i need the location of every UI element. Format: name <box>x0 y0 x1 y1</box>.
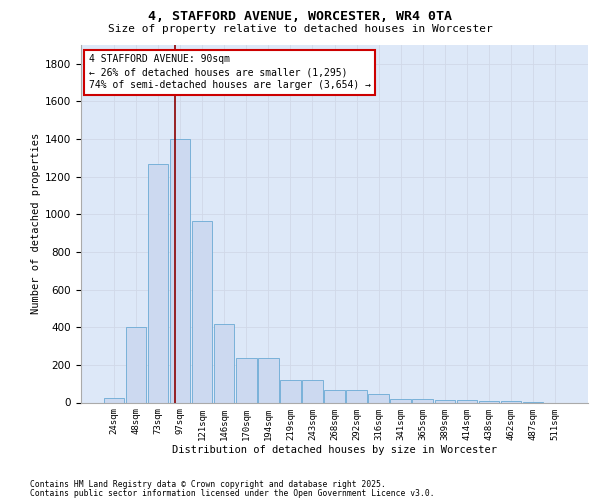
Bar <box>434 400 455 402</box>
Bar <box>391 398 411 402</box>
Bar <box>368 394 389 402</box>
Bar <box>126 327 146 402</box>
Bar <box>280 380 301 402</box>
Bar <box>170 139 190 402</box>
Bar <box>325 390 344 402</box>
Text: 4 STAFFORD AVENUE: 90sqm
← 26% of detached houses are smaller (1,295)
74% of sem: 4 STAFFORD AVENUE: 90sqm ← 26% of detach… <box>89 54 371 90</box>
Text: Contains HM Land Registry data © Crown copyright and database right 2025.: Contains HM Land Registry data © Crown c… <box>30 480 386 489</box>
X-axis label: Distribution of detached houses by size in Worcester: Distribution of detached houses by size … <box>172 445 497 455</box>
Bar <box>457 400 477 402</box>
Text: Size of property relative to detached houses in Worcester: Size of property relative to detached ho… <box>107 24 493 34</box>
Bar <box>412 398 433 402</box>
Bar <box>236 358 257 403</box>
Bar <box>479 401 499 402</box>
Bar <box>148 164 169 402</box>
Bar <box>346 390 367 402</box>
Bar <box>500 401 521 402</box>
Bar <box>214 324 235 402</box>
Bar <box>192 221 212 402</box>
Y-axis label: Number of detached properties: Number of detached properties <box>31 133 41 314</box>
Text: Contains public sector information licensed under the Open Government Licence v3: Contains public sector information licen… <box>30 488 434 498</box>
Bar <box>104 398 124 402</box>
Bar <box>302 380 323 402</box>
Bar <box>258 358 278 403</box>
Text: 4, STAFFORD AVENUE, WORCESTER, WR4 0TA: 4, STAFFORD AVENUE, WORCESTER, WR4 0TA <box>148 10 452 23</box>
